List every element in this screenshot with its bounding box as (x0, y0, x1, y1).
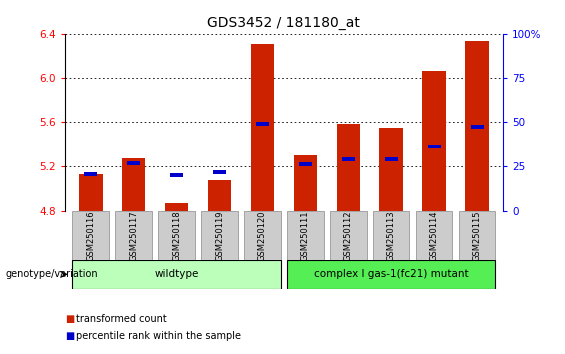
Text: GSM250117: GSM250117 (129, 210, 138, 261)
Bar (256, 122, 269, 126)
Bar (428, 144, 441, 148)
Text: GSM250118: GSM250118 (172, 210, 181, 261)
Text: GSM250120: GSM250120 (258, 210, 267, 261)
FancyBboxPatch shape (287, 260, 496, 289)
FancyBboxPatch shape (158, 211, 195, 260)
Bar (170, 173, 183, 177)
Bar (385, 157, 398, 161)
Text: transformed count: transformed count (76, 314, 167, 324)
Text: GSM250112: GSM250112 (344, 210, 353, 261)
Text: wildtype: wildtype (154, 269, 199, 279)
FancyBboxPatch shape (115, 211, 152, 260)
Bar (79, 174, 102, 211)
Bar (466, 41, 489, 211)
Text: GSM250111: GSM250111 (301, 210, 310, 261)
Bar (423, 71, 446, 211)
Text: GSM250115: GSM250115 (472, 210, 481, 261)
FancyBboxPatch shape (330, 211, 367, 260)
Text: GSM250114: GSM250114 (429, 210, 438, 261)
FancyBboxPatch shape (459, 211, 496, 260)
Bar (165, 203, 188, 211)
Text: ■: ■ (65, 331, 74, 341)
Bar (294, 155, 317, 211)
Bar (299, 162, 312, 166)
Bar (337, 124, 360, 211)
FancyBboxPatch shape (201, 211, 238, 260)
Text: GSM250119: GSM250119 (215, 210, 224, 261)
Text: GSM250116: GSM250116 (86, 210, 95, 261)
Bar (84, 172, 97, 176)
Bar (122, 158, 145, 211)
Text: complex I gas-1(fc21) mutant: complex I gas-1(fc21) mutant (314, 269, 468, 279)
FancyBboxPatch shape (72, 260, 281, 289)
Title: GDS3452 / 181180_at: GDS3452 / 181180_at (207, 16, 360, 30)
Bar (208, 179, 231, 211)
Text: ■: ■ (65, 314, 74, 324)
Bar (471, 125, 484, 129)
FancyBboxPatch shape (416, 211, 453, 260)
FancyBboxPatch shape (244, 211, 281, 260)
Text: GSM250113: GSM250113 (386, 210, 396, 261)
Bar (380, 128, 403, 211)
Text: percentile rank within the sample: percentile rank within the sample (76, 331, 241, 341)
Bar (342, 157, 355, 161)
FancyBboxPatch shape (287, 211, 324, 260)
Bar (127, 161, 140, 165)
FancyBboxPatch shape (72, 211, 109, 260)
FancyBboxPatch shape (373, 211, 410, 260)
Text: genotype/variation: genotype/variation (6, 269, 98, 279)
Bar (213, 170, 226, 174)
Bar (251, 44, 274, 211)
